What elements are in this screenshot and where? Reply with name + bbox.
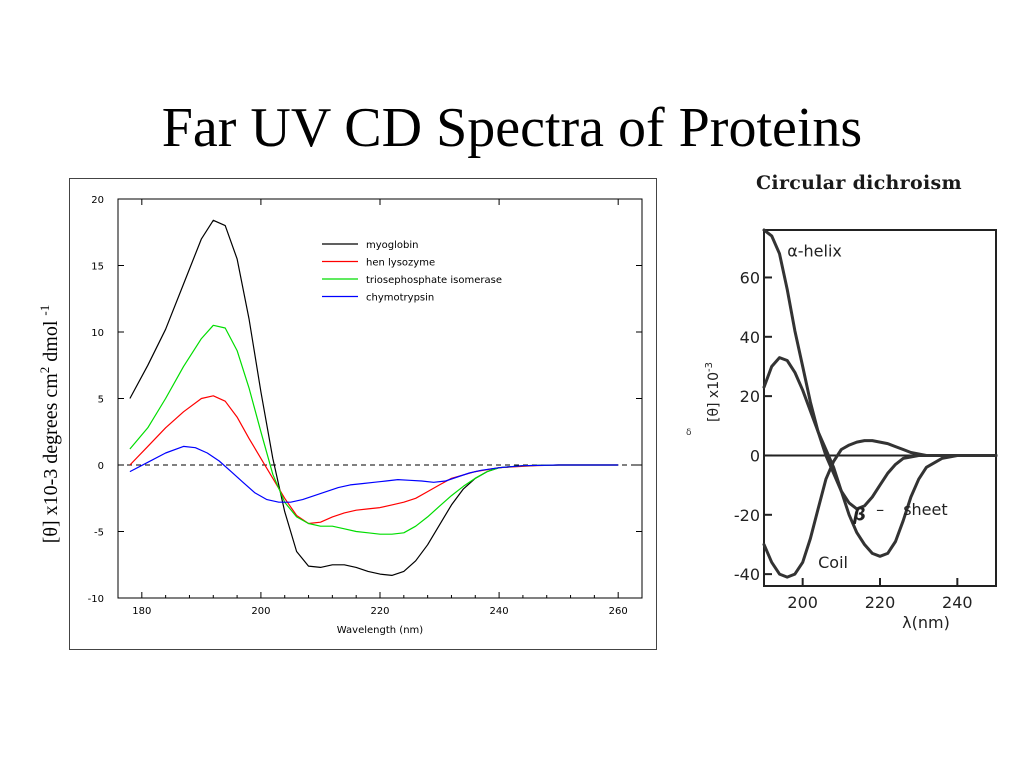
y-axis-label-exp2: -1 (37, 304, 53, 316)
y-axis-label-mid: dmol (39, 315, 62, 367)
right-annotation-: – (876, 500, 884, 519)
right-y-tick-label: 20 (740, 387, 760, 406)
right-chart-title: Circular dichroism (756, 172, 962, 194)
right-x-tick-label: 240 (942, 593, 973, 612)
right-y-tick-label: 0 (750, 446, 760, 465)
right-y-axis-label-exp: -3 (704, 362, 715, 372)
right-y-tick-label: -20 (734, 506, 760, 525)
stray-mark: δ (686, 428, 692, 438)
y-axis-label-exp1: 2 (37, 366, 53, 374)
right-x-tick-label: 220 (865, 593, 896, 612)
right-annotation-helix: α-helix (787, 242, 842, 261)
y-axis-label-text: [θ] x10-3 degrees cm (39, 373, 62, 544)
right-y-tick-label: 40 (740, 328, 760, 347)
right-annotation-sheet: sheet (903, 500, 947, 519)
right-plot-border (763, 229, 997, 587)
y-axis-label: [θ] x10-3 degrees cm2 dmol -1 (37, 305, 63, 544)
right-y-axis-label: [θ] x10-3 (704, 362, 722, 422)
right-y-tick-label: 60 (740, 268, 760, 287)
left-chart-frame (69, 178, 657, 650)
right-annotation-coil: Coil (818, 553, 848, 572)
slide-title: Far UV CD Spectra of Proteins (161, 97, 863, 159)
right-y-axis-label-text: [θ] x10 (706, 372, 722, 422)
right-y-tick-label: -40 (734, 565, 760, 584)
right-series-sheet (762, 356, 998, 558)
right-series-helix (762, 228, 998, 511)
right-x-axis-label: λ(nm) (902, 613, 950, 632)
right-x-tick-label: 200 (787, 593, 818, 612)
right-annotation-: β (852, 505, 866, 526)
right-series-coil (762, 439, 998, 579)
